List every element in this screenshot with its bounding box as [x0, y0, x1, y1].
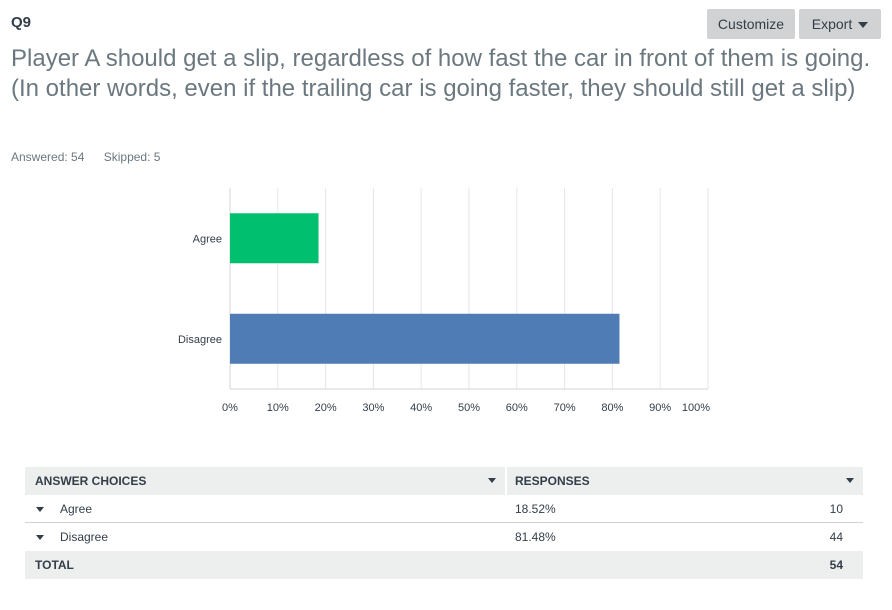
choice-percent: 81.48%	[515, 530, 556, 544]
table-total-row: TOTAL 54	[25, 551, 863, 579]
x-tick-label: 50%	[458, 402, 480, 414]
choice-label: Agree	[60, 502, 93, 516]
choice-label: Disagree	[60, 530, 109, 544]
export-button[interactable]: Export	[799, 9, 881, 39]
x-tick-label: 60%	[506, 402, 528, 414]
results-table: ANSWER CHOICES RESPONSES Agree 18.52% 10…	[25, 467, 863, 579]
expand-caret-icon[interactable]	[36, 507, 44, 512]
customize-button-label: Customize	[717, 16, 785, 32]
answer-choices-header[interactable]: ANSWER CHOICES	[35, 474, 147, 488]
responses-header[interactable]: RESPONSES	[515, 474, 590, 488]
x-tick-label: 80%	[601, 402, 623, 414]
x-tick-label: 10%	[267, 402, 289, 414]
x-tick-label: 30%	[362, 402, 384, 414]
table-row: Disagree 81.48% 44	[25, 523, 863, 551]
x-tick-label: 20%	[315, 402, 337, 414]
sort-caret-icon[interactable]	[488, 478, 496, 483]
bar	[230, 313, 620, 364]
caret-down-icon	[858, 22, 869, 29]
bar-chart: 0% 10% 20% 30% 40% 50% 60% 70% 80% 90% 100% Agree Di…	[178, 188, 710, 414]
x-tick-label: 40%	[410, 402, 432, 414]
x-tick-label: 100%	[682, 402, 710, 414]
bar	[230, 213, 319, 264]
choice-count: 10	[829, 502, 843, 516]
sort-caret-icon[interactable]	[846, 478, 854, 483]
expand-caret-icon[interactable]	[36, 535, 44, 540]
customize-button[interactable]: Customize	[707, 9, 795, 39]
total-label: TOTAL	[35, 558, 74, 572]
table-header: ANSWER CHOICES RESPONSES	[25, 467, 863, 495]
choice-percent: 18.52%	[515, 502, 556, 516]
question-number: Q9	[11, 14, 32, 31]
table-row: Agree 18.52% 10	[25, 495, 863, 523]
answered-count: Answered: 54	[11, 150, 85, 164]
skipped-count: Skipped: 5	[103, 150, 161, 164]
header-divider	[505, 467, 507, 495]
response-stats: Answered: 54 Skipped: 5	[11, 150, 160, 164]
category-label: Disagree	[178, 334, 222, 346]
question-title: Player A should get a slip, regardless o…	[11, 45, 871, 102]
choice-count: 44	[829, 530, 843, 544]
x-tick-label: 0%	[222, 402, 238, 414]
x-tick-label: 90%	[649, 402, 671, 414]
x-tick-label: 70%	[554, 402, 576, 414]
category-label: Agree	[193, 233, 222, 245]
total-count: 54	[829, 558, 843, 572]
export-button-label: Export	[811, 16, 853, 32]
